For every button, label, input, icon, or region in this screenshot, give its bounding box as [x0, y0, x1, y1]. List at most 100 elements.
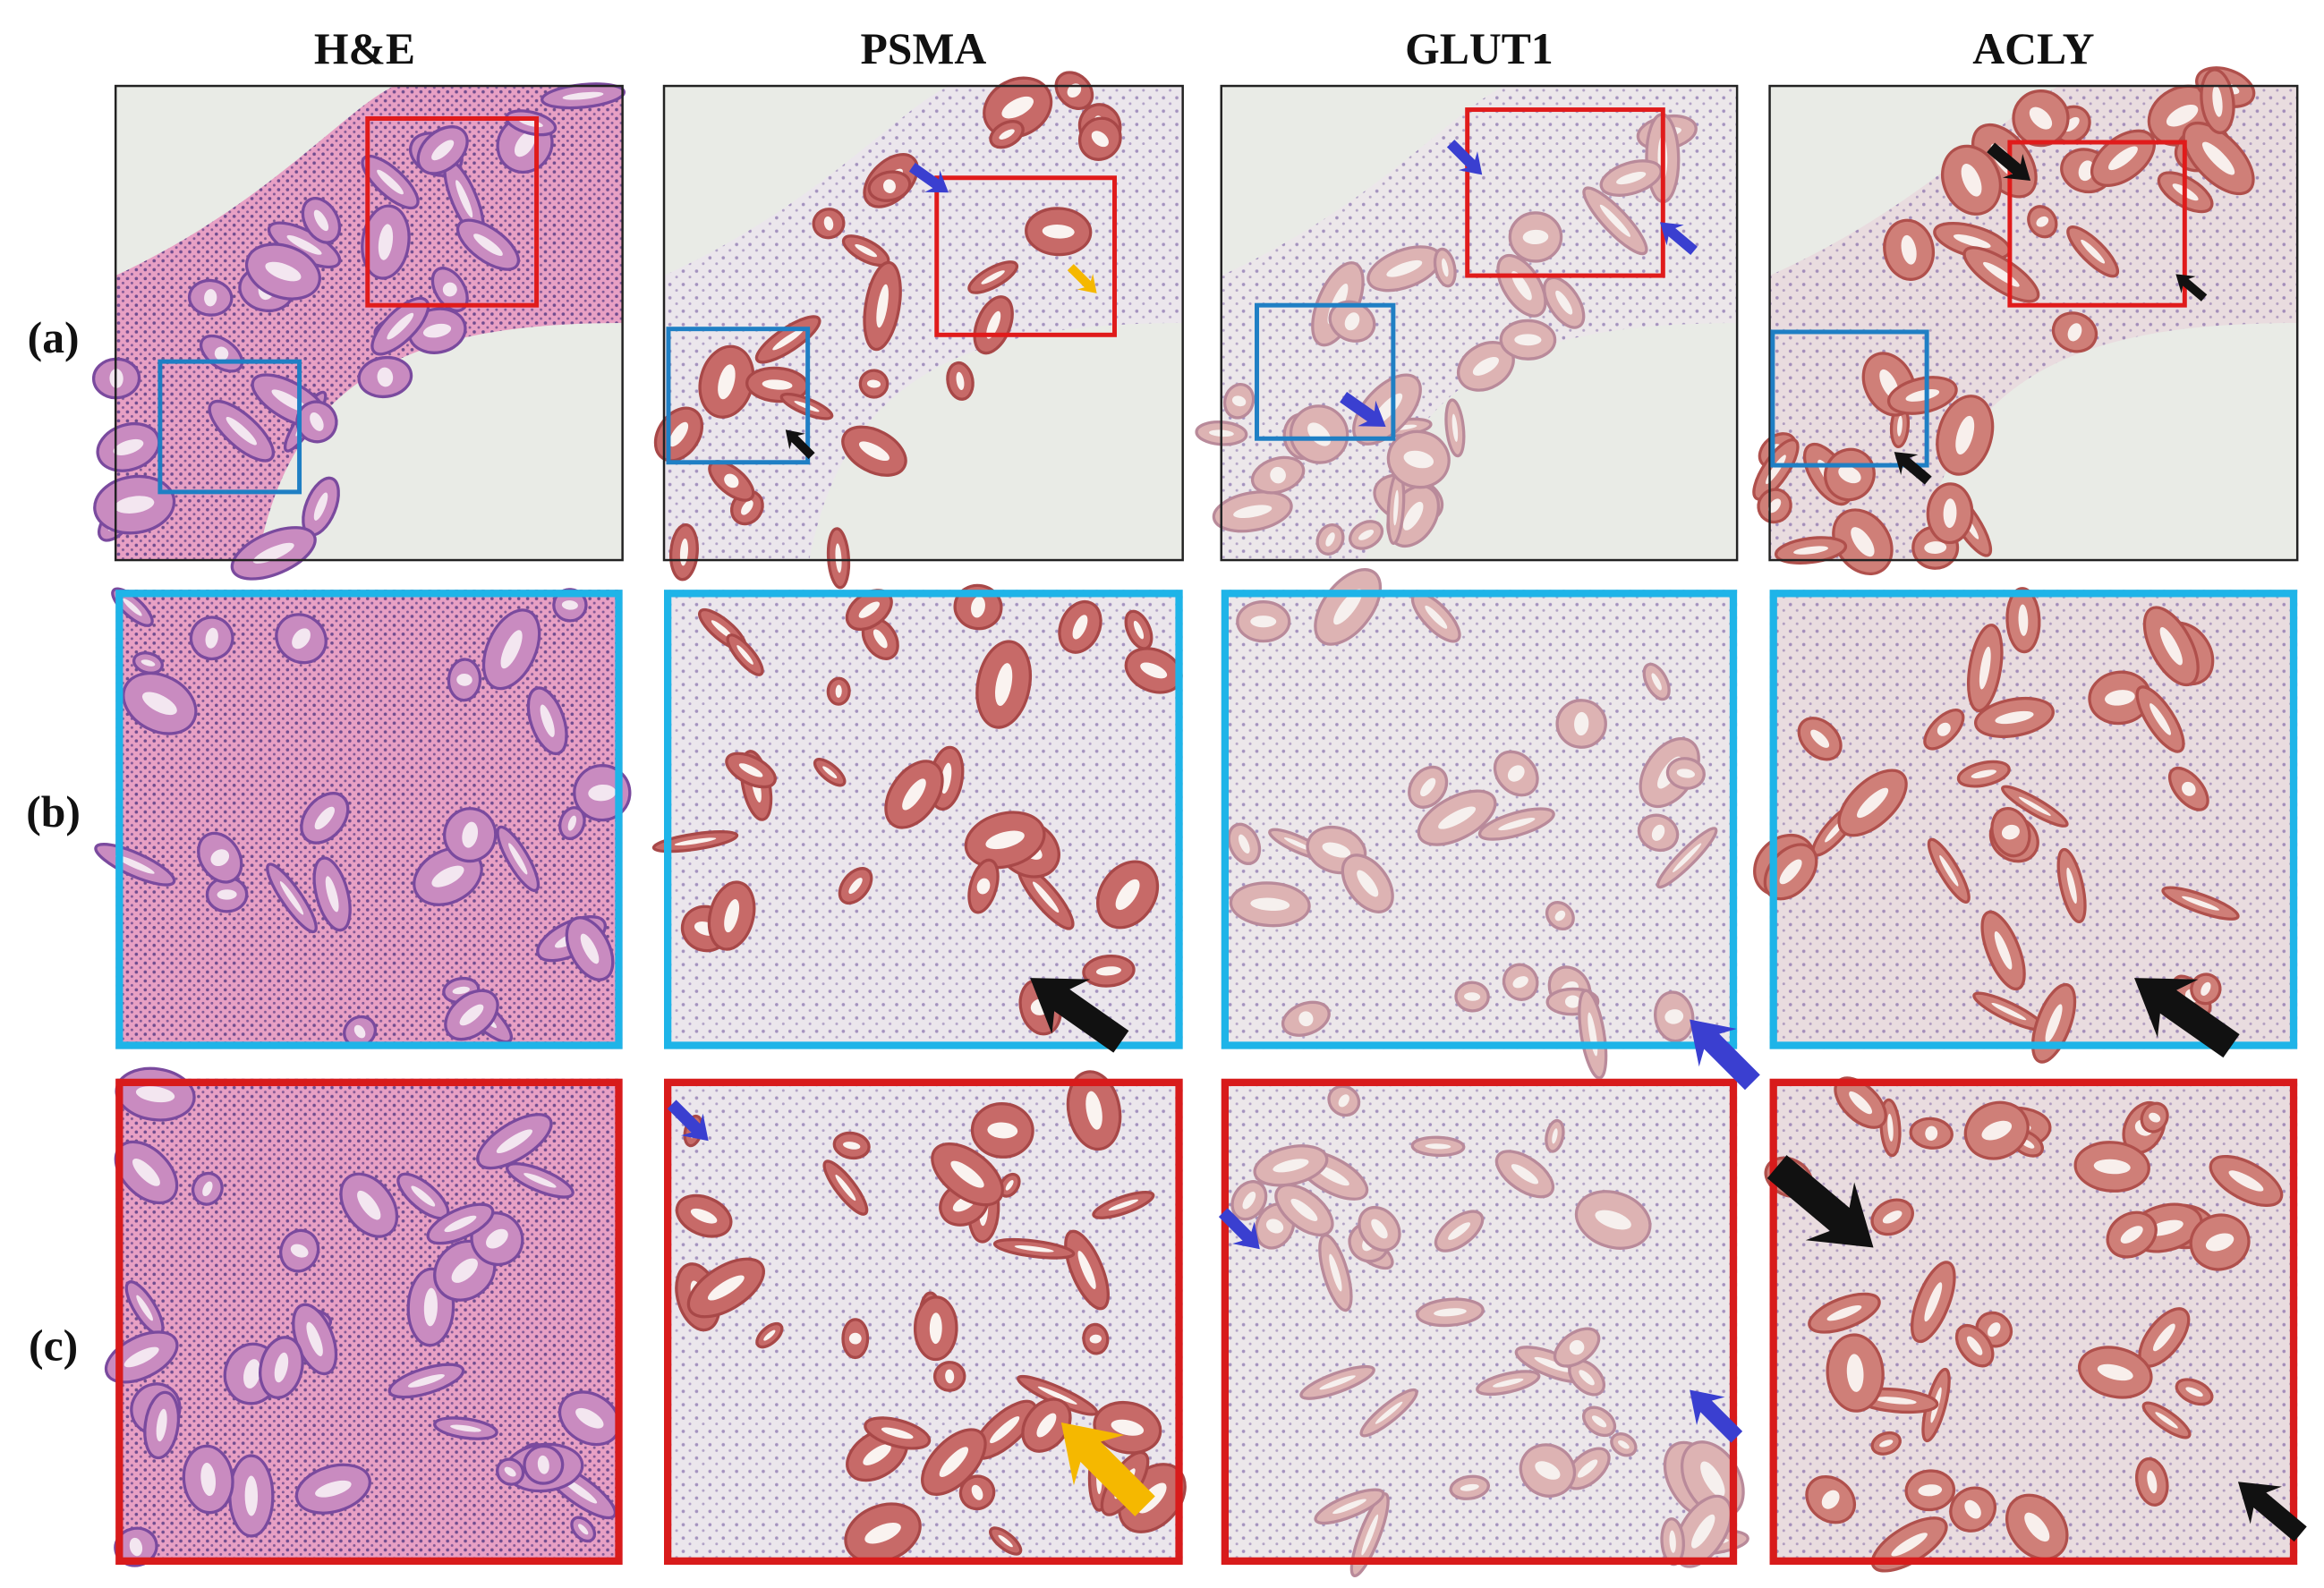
lumen [995, 663, 1013, 706]
lumen [1273, 1159, 1309, 1173]
lumen [835, 1174, 856, 1202]
lumen [1555, 290, 1573, 315]
lumen [1569, 1339, 1585, 1355]
micrograph [1221, 567, 1738, 1080]
frame [1768, 84, 2299, 562]
tissue-nuclei [115, 590, 623, 1049]
lumen [1887, 1113, 1894, 1142]
lumen [580, 933, 600, 964]
lumen [1403, 450, 1434, 469]
micrograph [653, 71, 1184, 590]
lumen [1001, 96, 1034, 119]
lumen [941, 762, 952, 794]
lumen [772, 328, 804, 351]
lumen [578, 1524, 589, 1535]
lumen [1108, 1199, 1139, 1211]
lumen [1616, 172, 1647, 185]
lumen [252, 542, 294, 564]
lumen [1971, 769, 1996, 778]
lumen [423, 1287, 438, 1327]
lumen [1089, 1334, 1102, 1344]
lumen [858, 601, 880, 618]
lumen [462, 821, 479, 848]
lumen [1953, 234, 1991, 249]
lumen [2067, 323, 2082, 342]
lumen [1393, 489, 1399, 526]
lumen [1091, 131, 1109, 148]
arrow [667, 1100, 709, 1142]
lumen [1231, 395, 1247, 407]
lumen [135, 1086, 175, 1103]
lumen [2228, 1170, 2264, 1192]
lumen [864, 1522, 901, 1544]
lumen [1857, 787, 1889, 819]
lumen [1943, 498, 1957, 529]
lumen [1851, 527, 1875, 557]
lumen [357, 1190, 381, 1220]
lumen [1937, 722, 1951, 736]
micrograph [651, 583, 1183, 1049]
lumen [1472, 356, 1499, 376]
lumen [1849, 1091, 1873, 1115]
lumen [456, 674, 472, 686]
lumen [243, 1359, 261, 1388]
lumen [981, 270, 1005, 284]
inset-box [2007, 140, 2187, 308]
lumen [1338, 1094, 1349, 1108]
arrow [908, 162, 949, 193]
lumen [1332, 1499, 1366, 1515]
row-label: (a) [28, 313, 80, 362]
lumen [1961, 163, 1982, 197]
lumen [588, 784, 617, 802]
inset-box [666, 327, 811, 465]
arrow [1446, 140, 1483, 175]
lumen [2078, 160, 2095, 182]
lumen [1358, 530, 1375, 540]
lumen [2159, 627, 2183, 666]
arrow [2133, 978, 2240, 1058]
arrow [1030, 978, 1129, 1053]
lumen [902, 778, 926, 811]
lumen [387, 312, 414, 340]
lumen [990, 1416, 1020, 1444]
lumen [1939, 854, 1959, 887]
lumen [2107, 146, 2138, 171]
frame [1769, 1078, 2298, 1565]
lumen [1891, 1533, 1928, 1557]
lumen [1290, 1198, 1318, 1221]
lumen [200, 1462, 217, 1497]
lumen [1651, 824, 1665, 841]
micrograph [94, 587, 632, 1049]
lumen [724, 899, 740, 933]
lumen [2212, 85, 2223, 117]
lumen [823, 216, 834, 231]
frame [115, 1078, 623, 1565]
lumen [496, 1129, 532, 1154]
lumen [504, 1466, 516, 1477]
lumen [1265, 1219, 1284, 1234]
lumen [741, 500, 753, 515]
lumen [524, 1173, 557, 1188]
lumen [986, 310, 1001, 339]
lumen [2182, 896, 2219, 911]
lumen [1514, 334, 1542, 346]
lumen [762, 379, 793, 390]
lumen [1425, 1143, 1451, 1150]
lumen [226, 416, 257, 446]
micrograph [1195, 84, 1739, 562]
lumen [2024, 1512, 2050, 1542]
lumen [843, 1142, 861, 1150]
inset-box [157, 359, 302, 495]
arrow [1067, 264, 1097, 293]
column-header: ACLY [1972, 24, 2094, 73]
lumen [1357, 870, 1379, 897]
micrograph [664, 1070, 1187, 1565]
lumen [1673, 843, 1702, 872]
lumen [1846, 1354, 1864, 1392]
lumen [1511, 271, 1532, 301]
lumen [956, 371, 965, 391]
lumen [244, 1475, 259, 1516]
lumen [378, 224, 394, 260]
lumen [136, 1295, 153, 1321]
